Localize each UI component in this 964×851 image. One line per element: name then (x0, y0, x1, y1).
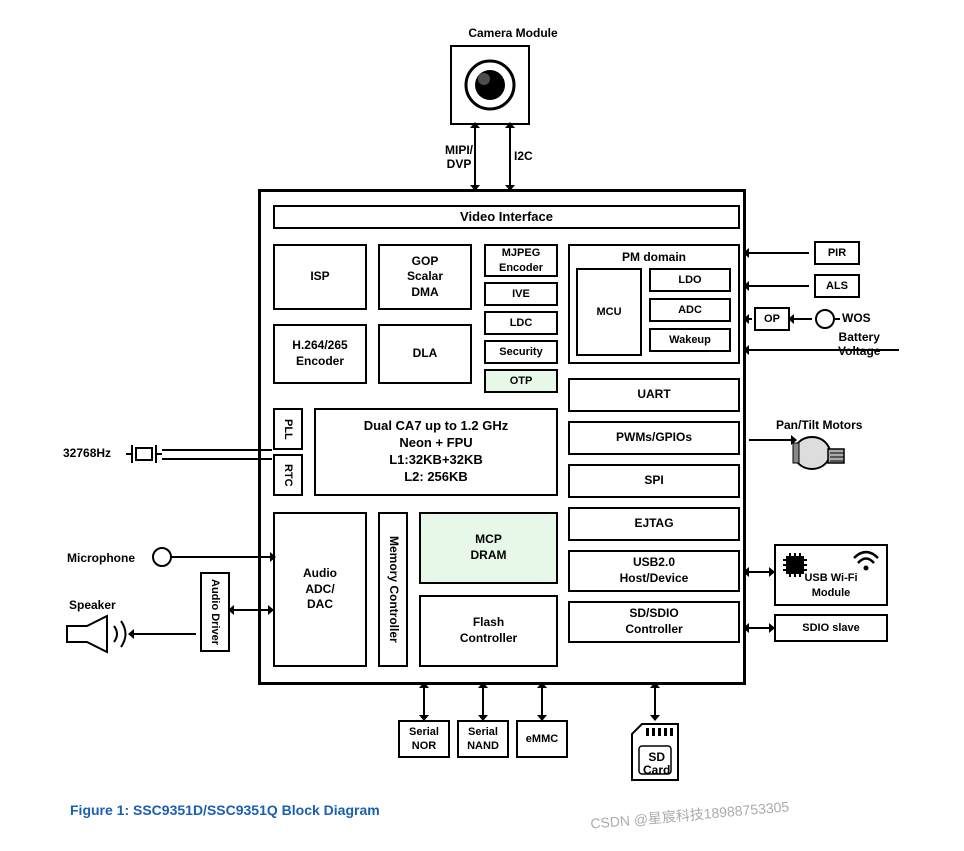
camera-lens-icon (462, 57, 518, 113)
hz-label: 32768Hz (63, 446, 111, 460)
sdio-slave-block: SDIO slave (774, 614, 888, 642)
wos-icon (812, 306, 840, 332)
i2c-arrow (509, 128, 511, 185)
speaker-label: Speaker (69, 598, 116, 612)
isp-block: ISP (273, 244, 367, 310)
mic-icon (152, 545, 180, 569)
sdio-arrow (749, 627, 769, 629)
als-arrow (749, 285, 809, 287)
wakeup-block: Wakeup (649, 328, 731, 352)
video-interface-block: Video Interface (273, 205, 740, 229)
gop-block: GOP Scalar DMA (378, 244, 472, 310)
audio-driver-block: Audio Driver (200, 572, 230, 652)
hz-line1 (162, 449, 272, 451)
mipi-dvp-label: MIPI/ DVP (445, 143, 473, 171)
uart-block: UART (568, 378, 740, 412)
i2c-label: I2C (514, 149, 533, 163)
motor-icon (790, 431, 850, 479)
camera-module-box (450, 45, 530, 125)
serial-nor-block: Serial NOR (398, 720, 450, 758)
nor-arrow (423, 688, 425, 715)
audio-driver-arrow (234, 609, 268, 611)
memctrl-block: Memory Controller (378, 512, 408, 667)
chip-icon (780, 550, 810, 585)
hz-line2 (162, 458, 272, 460)
usb-block: USB2.0 Host/Device (568, 550, 740, 592)
rtc-block: RTC (273, 454, 303, 496)
flash-block: Flash Controller (419, 595, 558, 667)
security-block: Security (484, 340, 558, 364)
emmc-block: eMMC (516, 720, 568, 758)
mjpeg-block: MJPEG Encoder (484, 244, 558, 277)
wos-label: WOS (842, 311, 871, 325)
op-arrow2 (794, 318, 812, 320)
figure-caption: Figure 1: SSC9351D/SSC9351Q Block Diagra… (70, 802, 380, 818)
dla-block: DLA (378, 324, 472, 384)
op-arrow1 (749, 318, 752, 320)
sdcard-arrow (654, 688, 656, 715)
cpu-block: Dual CA7 up to 1.2 GHz Neon + FPU L1:32K… (314, 408, 558, 496)
pwm-block: PWMs/GPIOs (568, 421, 740, 455)
pir-arrow (749, 252, 809, 254)
adc-block: ADC (649, 298, 731, 322)
mcp-dram-block: MCP DRAM (419, 512, 558, 584)
ejtag-block: EJTAG (568, 507, 740, 541)
als-block: ALS (814, 274, 860, 298)
mic-label: Microphone (67, 551, 135, 565)
mcu-block: MCU (576, 268, 642, 356)
wifi-icon (852, 550, 880, 577)
nand-arrow (482, 688, 484, 715)
otp-block: OTP (484, 369, 558, 393)
audio-block: Audio ADC/ DAC (273, 512, 367, 667)
watermark-text: CSDN @星宸科技18988753305 (590, 796, 790, 833)
pll-block: PLL (273, 408, 303, 450)
serial-nand-block: Serial NAND (457, 720, 509, 758)
sdcard-label: SD Card (643, 751, 670, 777)
ldo-block: LDO (649, 268, 731, 292)
mic-arrow (180, 556, 270, 558)
sdsdio-block: SD/SDIO Controller (568, 601, 740, 643)
ive-block: IVE (484, 282, 558, 306)
sdcard-icon-box: SD Card (628, 720, 682, 789)
speaker-arrow (134, 633, 196, 635)
crystal-icon (126, 440, 162, 468)
spi-block: SPI (568, 464, 740, 498)
op-block: OP (754, 307, 790, 331)
usb-arrow (749, 571, 769, 573)
motor-arrow (749, 439, 791, 441)
h264-block: H.264/265 Encoder (273, 324, 367, 384)
ldc-block: LDC (484, 311, 558, 335)
pir-block: PIR (814, 241, 860, 265)
mipi-dvp-arrow (474, 128, 476, 185)
emmc-arrow (541, 688, 543, 715)
battery-label: Battery Voltage (838, 330, 880, 358)
motors-label: Pan/Tilt Motors (776, 418, 862, 432)
speaker-icon (62, 614, 132, 654)
camera-module-label: Camera Module (443, 26, 583, 40)
